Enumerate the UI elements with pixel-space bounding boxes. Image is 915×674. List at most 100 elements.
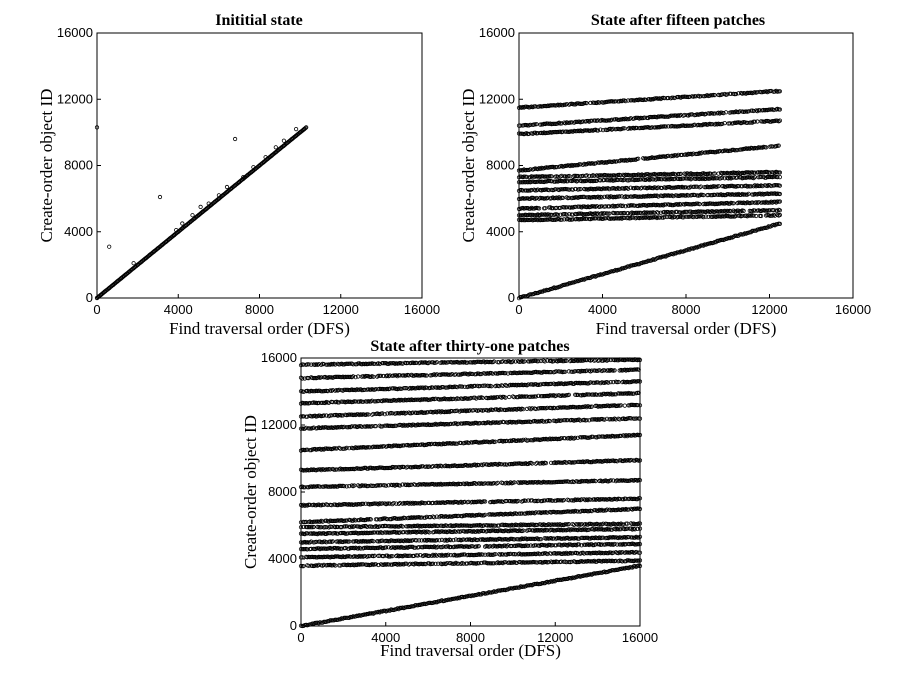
data-point [777, 191, 783, 197]
data-point [659, 177, 665, 182]
data-point [590, 216, 596, 221]
data-point [725, 184, 730, 189]
data-point [692, 184, 697, 189]
data-point [577, 211, 582, 216]
y-tick-label: 0 [86, 290, 93, 305]
x-tick-label: 4000 [371, 630, 400, 645]
data-point [595, 186, 601, 191]
data-point [750, 200, 755, 205]
data-point [763, 145, 769, 150]
data-point [752, 119, 757, 124]
data-point [669, 95, 675, 100]
data-point [587, 173, 592, 178]
data-point [701, 215, 706, 220]
data-point [551, 179, 557, 184]
data-point [521, 218, 527, 223]
data-point [595, 211, 601, 216]
chart-fifteen-patches: State after fifteen patches 0 4000 8000 … [459, 12, 871, 338]
data-point [698, 184, 704, 189]
data-point [396, 606, 401, 612]
data-point [629, 194, 635, 199]
data-point [777, 183, 783, 188]
chart-title: Inititial state [215, 12, 303, 29]
data-point [687, 209, 692, 214]
data-point [676, 152, 681, 157]
data-point [725, 214, 730, 219]
data-point [607, 211, 612, 216]
data-point [281, 138, 286, 143]
data-point [694, 184, 700, 189]
data-point [543, 196, 548, 201]
data-point [637, 177, 642, 182]
data-point [540, 212, 545, 217]
data-point [570, 212, 576, 217]
data-point [565, 120, 571, 125]
data-point [570, 187, 576, 192]
data-point [94, 125, 100, 130]
data-point [681, 215, 686, 220]
data-point [535, 187, 540, 192]
data-point [372, 562, 377, 567]
data-point [687, 94, 692, 99]
data-point [514, 560, 519, 566]
data-point [689, 176, 695, 181]
data-point [321, 562, 326, 568]
y-tick-label: 4000 [64, 224, 93, 239]
data-point [751, 213, 756, 218]
data-point [514, 585, 519, 590]
x-tick-label: 8000 [672, 302, 701, 317]
data-point [662, 214, 667, 220]
chart-title: State after thirty-one patches [370, 338, 569, 355]
x-axis-label: Find traversal order (DFS) [380, 641, 561, 660]
data-point [701, 94, 706, 99]
data-point [490, 561, 495, 566]
data-point [599, 204, 604, 209]
data-point [533, 104, 538, 109]
data-point [529, 195, 534, 200]
data-point [376, 562, 381, 568]
data-point [625, 98, 631, 103]
data-point [752, 175, 757, 180]
data-point [701, 193, 706, 198]
data-point [527, 560, 532, 565]
data-point [590, 204, 596, 209]
data-point [577, 162, 582, 167]
data-point [687, 202, 692, 207]
data-point [310, 621, 315, 626]
data-point [728, 235, 734, 240]
data-point [722, 121, 727, 126]
y-axis-label: Create-order object ID [459, 89, 478, 243]
data-point [241, 175, 246, 180]
data-point [595, 118, 601, 123]
data-point [530, 174, 535, 179]
y-axis-label: Create-order object ID [241, 415, 260, 569]
data-point [574, 173, 579, 179]
data-point [386, 562, 391, 567]
data-point [692, 122, 697, 127]
x-tick-label: 12000 [323, 302, 359, 317]
data-point [560, 195, 566, 200]
data-point [758, 213, 764, 219]
data-point [777, 170, 783, 175]
data-point [546, 178, 552, 184]
data-point [712, 93, 717, 98]
y-tick-label: 0 [508, 290, 515, 305]
data-point [623, 204, 628, 209]
data-point [692, 172, 697, 177]
data-point [627, 178, 632, 183]
data-point [710, 122, 715, 127]
data-point [530, 206, 535, 211]
data-point [526, 188, 532, 193]
data-point [777, 118, 783, 123]
data-point [703, 214, 709, 219]
data-point [772, 213, 778, 218]
data-point [712, 111, 717, 116]
data-point [625, 211, 631, 216]
data-point [481, 560, 486, 565]
data-point [582, 216, 587, 221]
data-point [748, 184, 754, 189]
scatter-points [516, 88, 783, 301]
data-point [508, 586, 513, 591]
data-point [593, 216, 598, 221]
